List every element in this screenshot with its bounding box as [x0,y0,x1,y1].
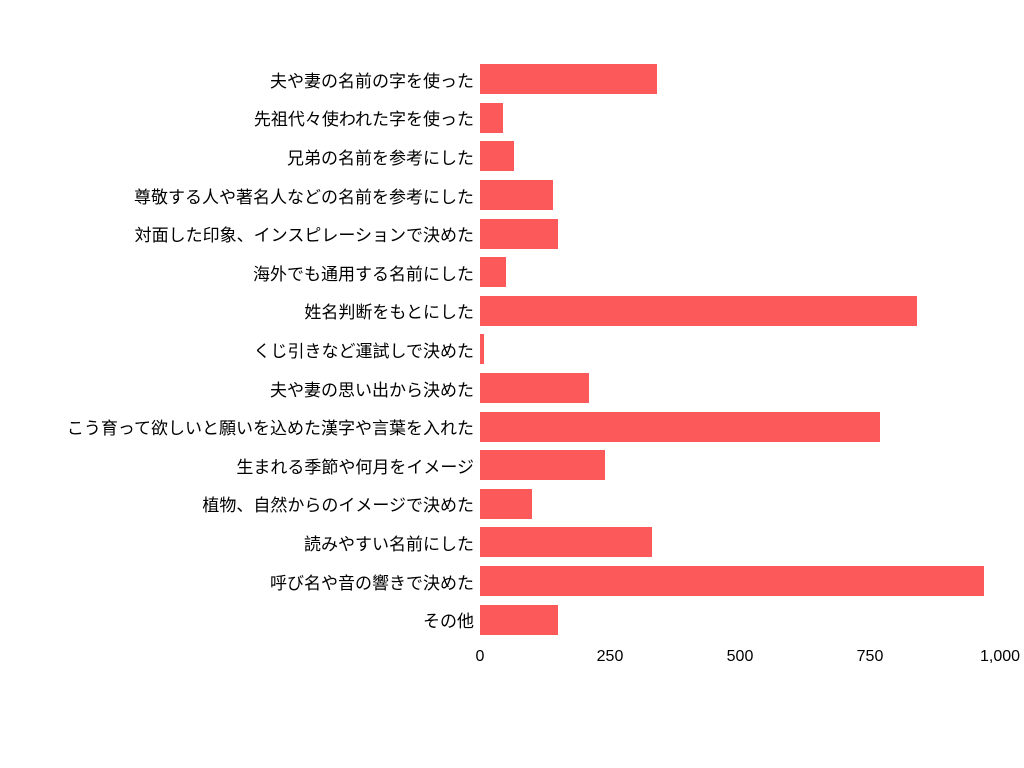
category-label: 夫や妻の名前の字を使った [4,67,474,92]
bar [480,219,558,249]
bar [480,296,917,326]
x-axis: 02505007501,000 [480,640,1000,670]
category-label: 植物、自然からのイメージで決めた [4,491,474,516]
chart-row: くじ引きなど運試しで決めた [0,330,1024,369]
chart-row: 夫や妻の思い出から決めた [0,369,1024,408]
category-label: こう育って欲しいと願いを込めた漢字や言葉を入れた [4,414,474,439]
category-label: 夫や妻の思い出から決めた [4,376,474,401]
x-tick-label: 250 [597,648,624,666]
chart-row: こう育って欲しいと願いを込めた漢字や言葉を入れた [0,407,1024,446]
bar [480,257,506,287]
category-label: 対面した印象、インスピレーションで決めた [4,221,474,246]
x-tick-label: 500 [727,648,754,666]
chart-row: 海外でも通用する名前にした [0,253,1024,292]
chart-row: 呼び名や音の響きで決めた [0,562,1024,601]
bar [480,605,558,635]
x-tick-label: 0 [476,648,485,666]
bar [480,412,880,442]
category-label: 尊敬する人や著名人などの名前を参考にした [4,183,474,208]
chart-row: 兄弟の名前を参考にした [0,137,1024,176]
chart-row: 姓名判断をもとにした [0,292,1024,331]
bar [480,527,652,557]
chart-row: 対面した印象、インスピレーションで決めた [0,214,1024,253]
chart-row: 夫や妻の名前の字を使った [0,60,1024,99]
bar-chart: 夫や妻の名前の字を使った先祖代々使われた字を使った兄弟の名前を参考にした尊敬する… [0,60,1024,700]
bar [480,489,532,519]
category-label: 姓名判断をもとにした [4,298,474,323]
category-label: 海外でも通用する名前にした [4,260,474,285]
bar [480,180,553,210]
chart-row: 読みやすい名前にした [0,523,1024,562]
category-label: くじ引きなど運試しで決めた [4,337,474,362]
bar [480,334,484,364]
chart-row: 植物、自然からのイメージで決めた [0,485,1024,524]
chart-row: 生まれる季節や何月をイメージ [0,446,1024,485]
bar [480,566,984,596]
bar [480,64,657,94]
x-tick-label: 1,000 [980,648,1020,666]
bar [480,103,503,133]
category-label: 呼び名や音の響きで決めた [4,569,474,594]
bar [480,141,514,171]
category-label: 兄弟の名前を参考にした [4,144,474,169]
x-tick-label: 750 [857,648,884,666]
bar [480,450,605,480]
category-label: 生まれる季節や何月をイメージ [4,453,474,478]
category-label: 先祖代々使われた字を使った [4,105,474,130]
category-label: 読みやすい名前にした [4,530,474,555]
category-label: その他 [4,607,474,632]
bar [480,373,589,403]
chart-row: その他 [0,600,1024,639]
chart-row: 先祖代々使われた字を使った [0,99,1024,138]
chart-row: 尊敬する人や著名人などの名前を参考にした [0,176,1024,215]
